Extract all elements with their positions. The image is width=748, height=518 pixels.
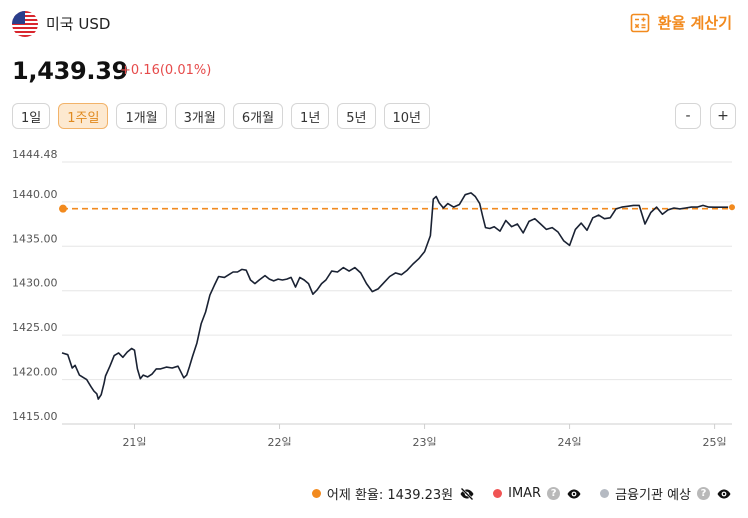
current-rate-marker <box>728 203 736 212</box>
period-1w-button[interactable]: 1주일 <box>58 103 109 129</box>
period-3m-button[interactable]: 3개월 <box>174 103 225 129</box>
legend-forecast-label: 금융기관 예상 <box>615 488 691 503</box>
y-tick-label: 1440.00 <box>12 188 58 201</box>
legend-imar-label: IMAR <box>508 486 542 501</box>
currency-title: 미국 USD <box>46 15 111 33</box>
y-tick-label: 1420.00 <box>12 366 58 379</box>
rate-line-chart[interactable]: 1444.48 1440.00 1435.00 1430.00 1425.00 1420.… <box>0 146 748 446</box>
zoom-out-button[interactable]: - <box>675 103 701 129</box>
help-icon[interactable]: ? <box>547 487 561 500</box>
zoom-in-button[interactable]: + <box>710 103 736 129</box>
yesterday-rate-marker <box>59 204 67 213</box>
x-tick-label: 22일 <box>267 435 291 446</box>
calculator-label: 환율 계산기 <box>657 14 732 32</box>
legend-yesterday: 어제 환율: 1439.23원 <box>311 484 475 503</box>
legend-imar: IMAR ? <box>493 486 582 502</box>
forecast-dot-icon <box>600 489 610 498</box>
calculator-icon <box>630 13 650 32</box>
usd-rate-series-line <box>61 192 732 400</box>
period-6m-button[interactable]: 6개월 <box>232 103 284 129</box>
x-tick-label: 24일 <box>558 435 582 446</box>
eye-icon[interactable] <box>716 486 732 502</box>
current-rate: 1,439.39 <box>12 57 129 85</box>
eye-off-icon[interactable] <box>459 486 475 502</box>
period-selector: 1일 1주일 1개월 3개월 6개월 1년 5년 10년 <box>12 103 431 129</box>
imar-dot-icon <box>493 489 503 498</box>
period-1y-button[interactable]: 1년 <box>291 103 330 129</box>
x-tick-label: 23일 <box>412 435 436 446</box>
period-1d-button[interactable]: 1일 <box>12 103 51 129</box>
period-5y-button[interactable]: 5년 <box>337 103 376 129</box>
period-10y-button[interactable]: 10년 <box>383 103 431 129</box>
y-tick-label: 1425.00 <box>12 321 58 334</box>
y-tick-label: 1415.00 <box>12 410 58 423</box>
chart-legend: 어제 환율: 1439.23원 IMAR ? 금융기관 예상 ? <box>311 484 732 503</box>
rate-change: +0.16(0.01%) <box>120 63 212 78</box>
eye-icon[interactable] <box>566 486 582 502</box>
us-flag-icon <box>12 11 38 37</box>
legend-forecast: 금융기관 예상 ? <box>600 484 732 503</box>
y-tick-label: 1444.48 <box>12 148 58 161</box>
x-tick-label: 21일 <box>122 435 146 446</box>
x-tick-label: 25일 <box>703 435 727 446</box>
y-tick-label: 1430.00 <box>12 277 58 290</box>
exchange-calculator-button[interactable]: 환율 계산기 <box>630 12 732 33</box>
help-icon[interactable]: ? <box>697 487 710 500</box>
yesterday-dot-icon <box>311 489 321 498</box>
y-tick-label: 1435.00 <box>12 232 58 245</box>
period-1m-button[interactable]: 1개월 <box>116 103 167 129</box>
legend-yesterday-label: 어제 환율: 1439.23원 <box>326 488 454 503</box>
